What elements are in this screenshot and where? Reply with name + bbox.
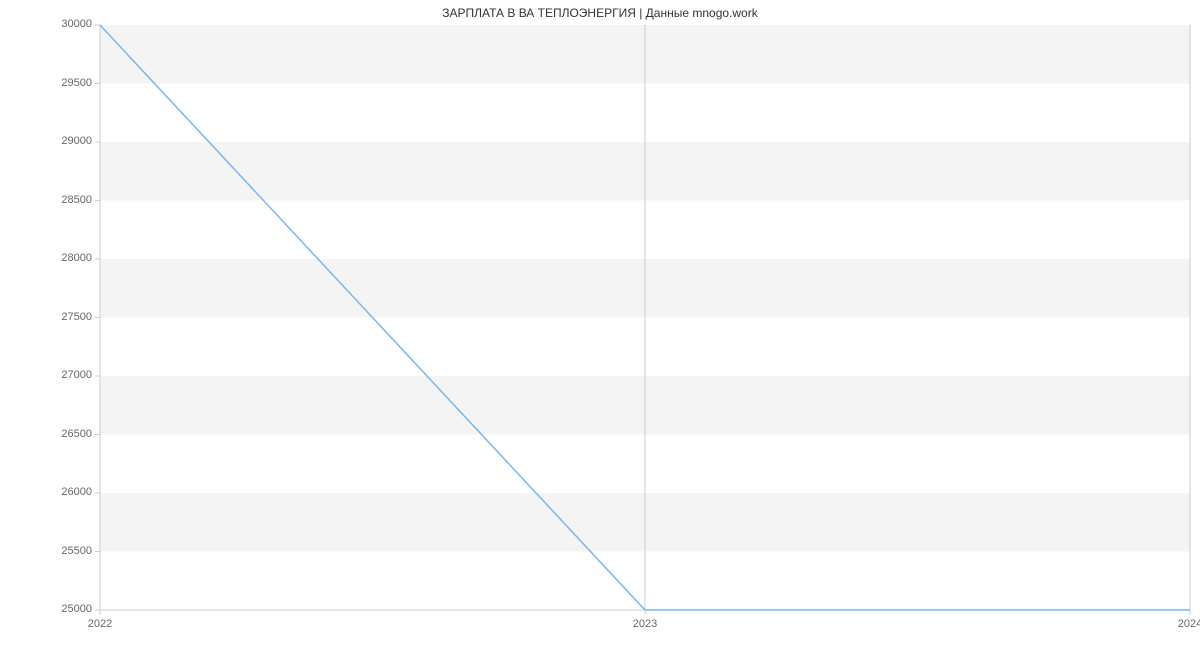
y-tick-label: 26000 [61,486,92,498]
x-tick-label: 2024 [1178,618,1200,630]
y-tick-label: 27500 [61,311,92,323]
y-tick-label: 25000 [61,603,92,615]
salary-chart: ЗАРПЛАТА В ВА ТЕПЛОЭНЕРГИЯ | Данные mnog… [0,0,1200,650]
y-tick-label: 30000 [61,18,92,30]
y-tick-label: 28000 [61,252,92,264]
y-tick-label: 29500 [61,77,92,89]
y-tick-label: 25500 [61,545,92,557]
y-tick-label: 27000 [61,369,92,381]
x-tick-label: 2022 [88,618,112,630]
x-tick-label: 2023 [633,618,657,630]
chart-plot [100,25,1190,610]
chart-title: ЗАРПЛАТА В ВА ТЕПЛОЭНЕРГИЯ | Данные mnog… [0,6,1200,20]
y-tick-label: 26500 [61,428,92,440]
y-tick-label: 29000 [61,135,92,147]
y-tick-label: 28500 [61,194,92,206]
